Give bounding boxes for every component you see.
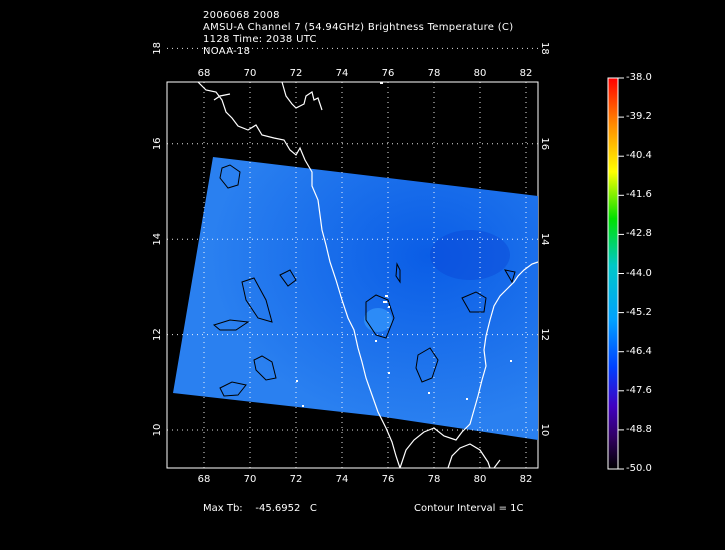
lon-tick-label: 82 [520,68,533,79]
lat-tick-labels-right: 1012141618202224 [539,42,550,437]
lat-tick-labels-left: 1012141618202224 [152,42,163,437]
lat-tick-label: 18 [539,42,550,55]
colorbar-label: -40.4 [626,150,652,162]
colorbar-label: -38.0 [626,72,652,83]
lat-tick-label: 14 [152,233,163,246]
max-tb-label: Max Tb: [203,503,243,514]
coastline [197,81,539,469]
colorbar-label: -46.4 [626,345,652,357]
lat-tick-label: 10 [539,424,550,437]
contour-lines [212,164,516,397]
max-tb-unit: C [309,503,317,514]
lat-tick-label: 10 [152,424,163,437]
island-specks [296,82,512,407]
header-title: AMSU-A Channel 7 (54.94GHz) Brightness T… [203,22,514,33]
graticule [167,47,538,468]
lon-tick-label: 78 [428,68,441,79]
lon-tick-label: 82 [520,474,533,485]
lon-tick-label: 68 [198,474,211,485]
lat-tick-label: 12 [152,328,163,341]
lat-tick-label: 16 [152,137,163,150]
lon-tick-label: 72 [290,68,303,79]
swath-region [173,157,538,440]
lon-tick-label: 70 [244,474,257,485]
colorbar-label: -48.8 [626,423,652,435]
colorbar-label: -45.2 [626,306,652,318]
lon-tick-label: 68 [198,68,211,79]
colorbar-ticks [618,77,624,470]
lon-tick-label: 78 [428,474,441,485]
lon-tick-labels-bottom: 68 70 72 74 76 78 80 82 [198,474,533,485]
colorbar-label: -42.8 [626,228,652,240]
max-tb-readout: Max Tb: -45.6952 C [203,503,317,514]
lon-tick-label: 72 [290,474,303,485]
lon-tick-label: 76 [382,474,395,485]
colorbar-label: -47.6 [626,384,652,396]
lon-tick-label: 74 [336,68,349,79]
lat-tick-label: 14 [539,233,550,246]
lon-tick-label: 80 [474,68,487,79]
lat-tick-label: 16 [539,137,550,150]
lon-tick-label: 74 [336,474,349,485]
lon-tick-labels-top: 68 70 72 74 76 78 80 82 [198,68,533,79]
colorbar-label: -39.2 [626,111,652,123]
colorbar-label: -50.0 [626,463,652,474]
lon-tick-label: 80 [474,474,487,485]
colorbar-label: -44.0 [626,267,652,279]
colorbar [607,77,619,470]
header-satellite: NOAA-18 [203,46,251,57]
lon-tick-label: 76 [382,68,395,79]
map-header: 2006068 2008 AMSU-A Channel 7 (54.94GHz)… [203,10,513,58]
colorbar-label: -41.6 [626,189,652,201]
lon-tick-label: 70 [244,68,257,79]
max-tb-value: -45.6952 [255,503,301,514]
header-time: 1128 Time: 2038 UTC [203,34,317,45]
lat-tick-label: 12 [539,328,550,341]
contour-interval: Contour Interval = 1C [414,503,524,514]
header-date: 2006068 2008 [203,10,280,21]
lat-tick-label: 18 [152,42,163,55]
